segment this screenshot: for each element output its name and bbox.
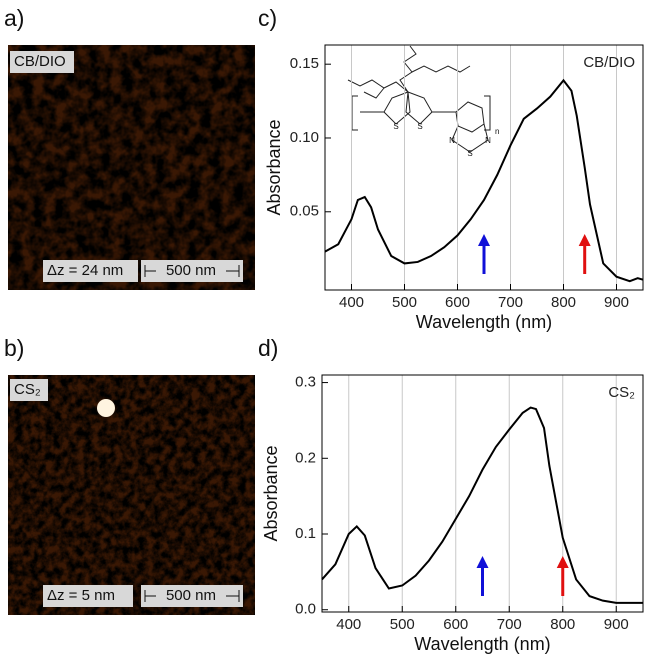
scale-bar — [144, 590, 240, 602]
y-tick-label: 0.3 — [295, 374, 316, 391]
scale-bar — [144, 265, 240, 277]
y-tick-label: 0.2 — [295, 449, 316, 466]
x-axis-label: Wavelength (nm) — [416, 312, 552, 332]
scale-label: 500 nm — [166, 587, 216, 604]
label-box — [10, 379, 48, 401]
x-tick-label: 900 — [604, 616, 629, 633]
y-tick-label: 0.15 — [290, 55, 319, 72]
afm-feature — [97, 399, 115, 417]
afm-texture — [8, 375, 255, 615]
height-label: Δz = 5 nm — [47, 587, 115, 604]
arrow — [478, 234, 490, 274]
y-axis-label: Absorbance — [261, 445, 281, 541]
panel-label: c) — [258, 5, 277, 31]
x-tick-label: 500 — [392, 294, 417, 311]
atom-label: S — [393, 122, 398, 131]
x-tick-label: 700 — [497, 616, 522, 633]
panel-label: d) — [258, 335, 278, 361]
chemical-structure — [347, 45, 491, 153]
arrow-head — [578, 234, 591, 246]
annotation: CB/DIO — [583, 54, 635, 71]
annotation: CS₂ — [608, 384, 635, 401]
x-tick-label: 700 — [498, 294, 523, 311]
x-tick-label: 400 — [339, 294, 364, 311]
arrow — [476, 556, 489, 596]
sample-label: CS₂ — [14, 381, 41, 398]
label-box — [141, 260, 243, 282]
panel-label: b) — [4, 335, 24, 361]
x-tick-label: 400 — [336, 616, 361, 633]
x-axis-label: Wavelength (nm) — [414, 634, 550, 654]
panel-label: a) — [4, 5, 24, 31]
label-box — [141, 585, 243, 607]
x-tick-label: 600 — [443, 616, 468, 633]
label-box — [43, 260, 138, 282]
atom-label: S — [467, 149, 472, 158]
y-tick-label: 0.1 — [295, 525, 316, 542]
arrow-head — [478, 234, 490, 246]
label-box — [10, 51, 74, 73]
x-tick-label: 500 — [390, 616, 415, 633]
y-tick-label: 0.0 — [295, 601, 316, 618]
y-tick-label: 0.10 — [290, 129, 319, 146]
line-series — [321, 406, 643, 604]
line-series — [324, 78, 644, 283]
arrow-head — [476, 556, 489, 568]
y-axis-label: Absorbance — [264, 119, 284, 215]
y-tick-label: 0.05 — [290, 203, 319, 220]
afm-texture — [8, 45, 255, 290]
x-tick-label: 800 — [550, 616, 575, 633]
atom-label: N — [449, 136, 455, 145]
label-box — [43, 585, 133, 607]
x-tick-label: 900 — [604, 294, 629, 311]
x-tick-label: 800 — [551, 294, 576, 311]
sample-label: CB/DIO — [14, 53, 66, 70]
scale-label: 500 nm — [166, 262, 216, 279]
height-label: Δz = 24 nm — [47, 262, 123, 279]
atom-label: n — [495, 127, 499, 136]
atom-label: S — [417, 122, 422, 131]
arrow — [578, 234, 591, 274]
plot-frame — [324, 44, 644, 291]
arrow-head — [556, 556, 569, 568]
arrow — [556, 556, 569, 596]
plot-frame — [321, 374, 644, 613]
x-tick-label: 600 — [445, 294, 470, 311]
atom-label: N — [485, 136, 491, 145]
